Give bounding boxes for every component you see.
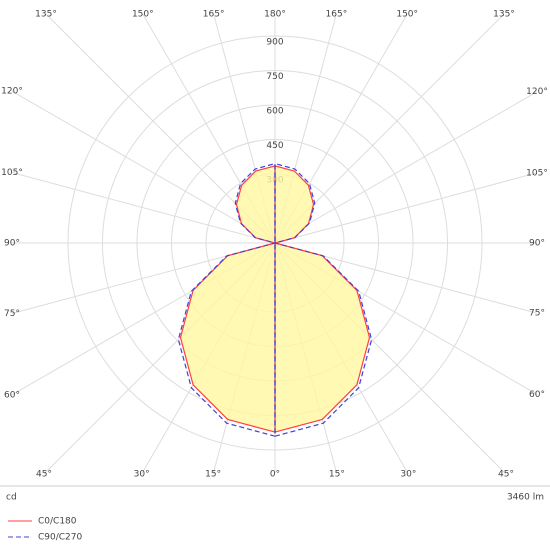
angle-label: 45°	[36, 470, 52, 480]
angle-label: 165°	[326, 10, 348, 20]
angle-label: 75°	[4, 309, 20, 319]
intensity-curve	[272, 165, 371, 433]
angle-label: 30°	[400, 470, 416, 480]
intensity-curve	[272, 162, 373, 437]
spoke	[274, 91, 538, 244]
angle-label: 30°	[134, 470, 150, 480]
flux-label: 3460 lm	[507, 493, 544, 503]
angle-label: 15°	[205, 470, 221, 480]
spoke	[11, 172, 276, 244]
spoke	[274, 172, 538, 244]
unit-label: cd	[6, 493, 17, 503]
angle-label: 150°	[396, 10, 418, 20]
r-tick-label: 900	[266, 38, 283, 48]
angle-label: 0°	[270, 470, 280, 480]
angle-label: 165°	[203, 10, 225, 20]
angle-label: 105°	[1, 168, 23, 178]
angle-label: 180°	[264, 10, 286, 20]
angle-label: 150°	[132, 10, 154, 20]
intensity-curve	[177, 162, 278, 437]
angle-label: 15°	[329, 470, 345, 480]
angle-label: 135°	[35, 10, 57, 20]
ring	[67, 35, 483, 451]
legend-label: C0/C180	[38, 517, 77, 527]
angle-label: 75°	[529, 309, 545, 319]
angle-label: 120°	[1, 87, 23, 97]
angle-label: 120°	[526, 87, 548, 97]
spoke	[11, 90, 276, 244]
angle-label: 90°	[529, 239, 545, 249]
legend-label: C90/C270	[38, 533, 83, 543]
angle-label: 60°	[4, 390, 20, 400]
angle-label: 90°	[4, 239, 20, 249]
angle-label: 60°	[529, 390, 545, 400]
r-tick-label: 750	[266, 72, 283, 82]
angle-label: 135°	[493, 10, 515, 20]
r-tick-label: 600	[266, 107, 283, 117]
angle-label: 45°	[498, 470, 514, 480]
intensity-curve	[179, 165, 278, 433]
r-tick-label: 450	[266, 141, 283, 151]
angle-label: 105°	[526, 168, 548, 178]
